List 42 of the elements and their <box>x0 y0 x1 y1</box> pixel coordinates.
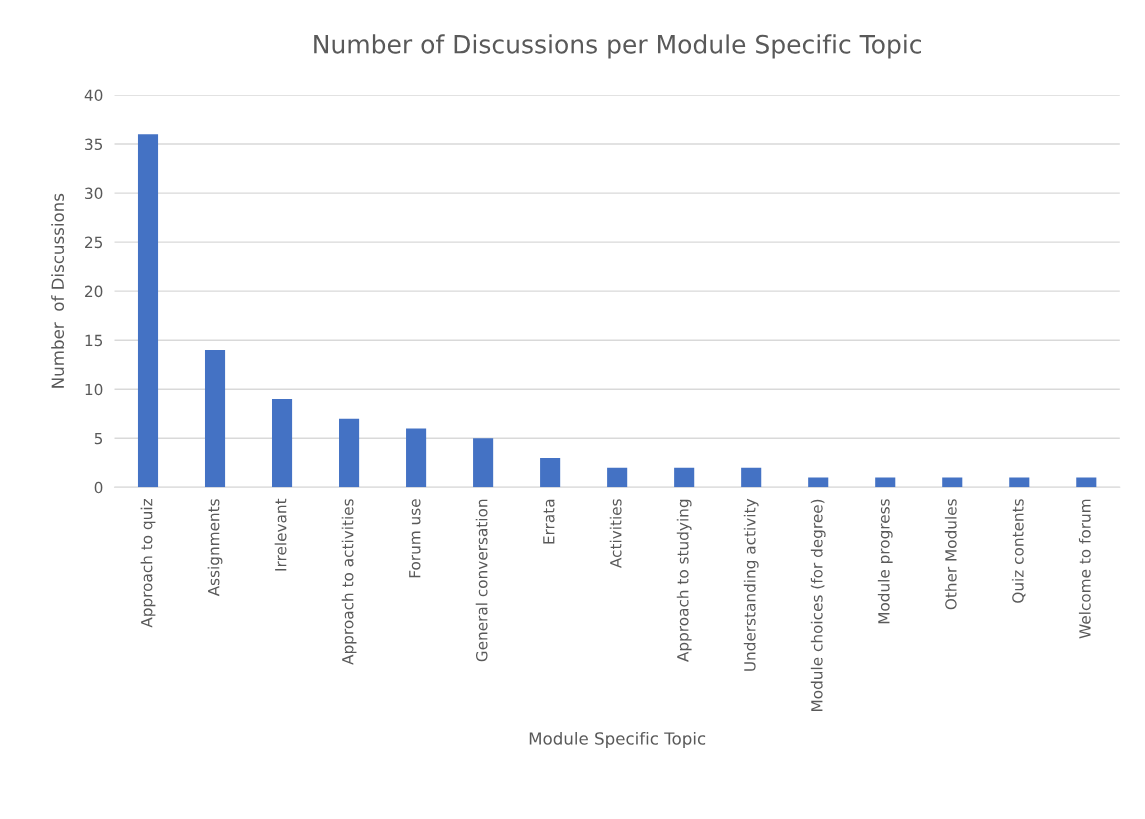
y-axis-title: Number of Discussions <box>51 193 65 388</box>
chart-title: Number of Discussions per Module Specific Topic <box>314 34 921 59</box>
y-tick-label: 30 <box>85 187 103 200</box>
bar <box>808 477 829 488</box>
y-tick-label: 20 <box>85 285 103 298</box>
bar <box>942 477 963 488</box>
y-tick-label: 25 <box>85 236 103 249</box>
bar <box>741 467 762 488</box>
y-tick-label: 0 <box>94 481 103 494</box>
y-tick-label: 5 <box>94 432 103 445</box>
bar <box>204 350 226 488</box>
bar <box>473 438 494 488</box>
x-tick-label: Approach to activities <box>341 499 357 665</box>
x-tick-label: Activities <box>609 499 622 568</box>
y-tick-label: 40 <box>84 89 103 102</box>
bar <box>339 418 360 488</box>
bar <box>272 399 293 488</box>
x-tick-label: Assignments <box>207 499 223 597</box>
bar <box>875 477 896 488</box>
y-tick-label: 10 <box>85 383 103 396</box>
x-tick-label: Errata <box>543 499 555 544</box>
bar <box>607 467 628 488</box>
bar <box>1076 477 1097 488</box>
bar <box>406 428 427 488</box>
x-tick-label: Irrelevant <box>274 498 287 571</box>
x-axis-title: Module Specific Topic <box>529 731 706 749</box>
y-tick-label: 35 <box>85 138 103 151</box>
bar <box>674 467 695 488</box>
x-tick-label: Module progress <box>877 499 893 624</box>
x-tick-label: Module choices (for degree) <box>810 499 826 711</box>
y-tick-label: 15 <box>85 334 103 347</box>
bar <box>540 457 561 488</box>
x-tick-label: Approach to studying <box>676 499 692 662</box>
x-tick-label: General conversation <box>475 499 488 662</box>
x-tick-label: Approach to quiz <box>140 499 156 628</box>
bar <box>137 134 159 488</box>
x-tick-label: Forum use <box>409 499 421 578</box>
x-tick-label: Quiz contents <box>1011 499 1026 603</box>
x-tick-label: Other Modules <box>944 499 957 610</box>
bar <box>1009 477 1030 488</box>
x-tick-label: Welcome to forum <box>1078 499 1091 639</box>
x-tick-label: Understanding activity <box>743 498 759 671</box>
